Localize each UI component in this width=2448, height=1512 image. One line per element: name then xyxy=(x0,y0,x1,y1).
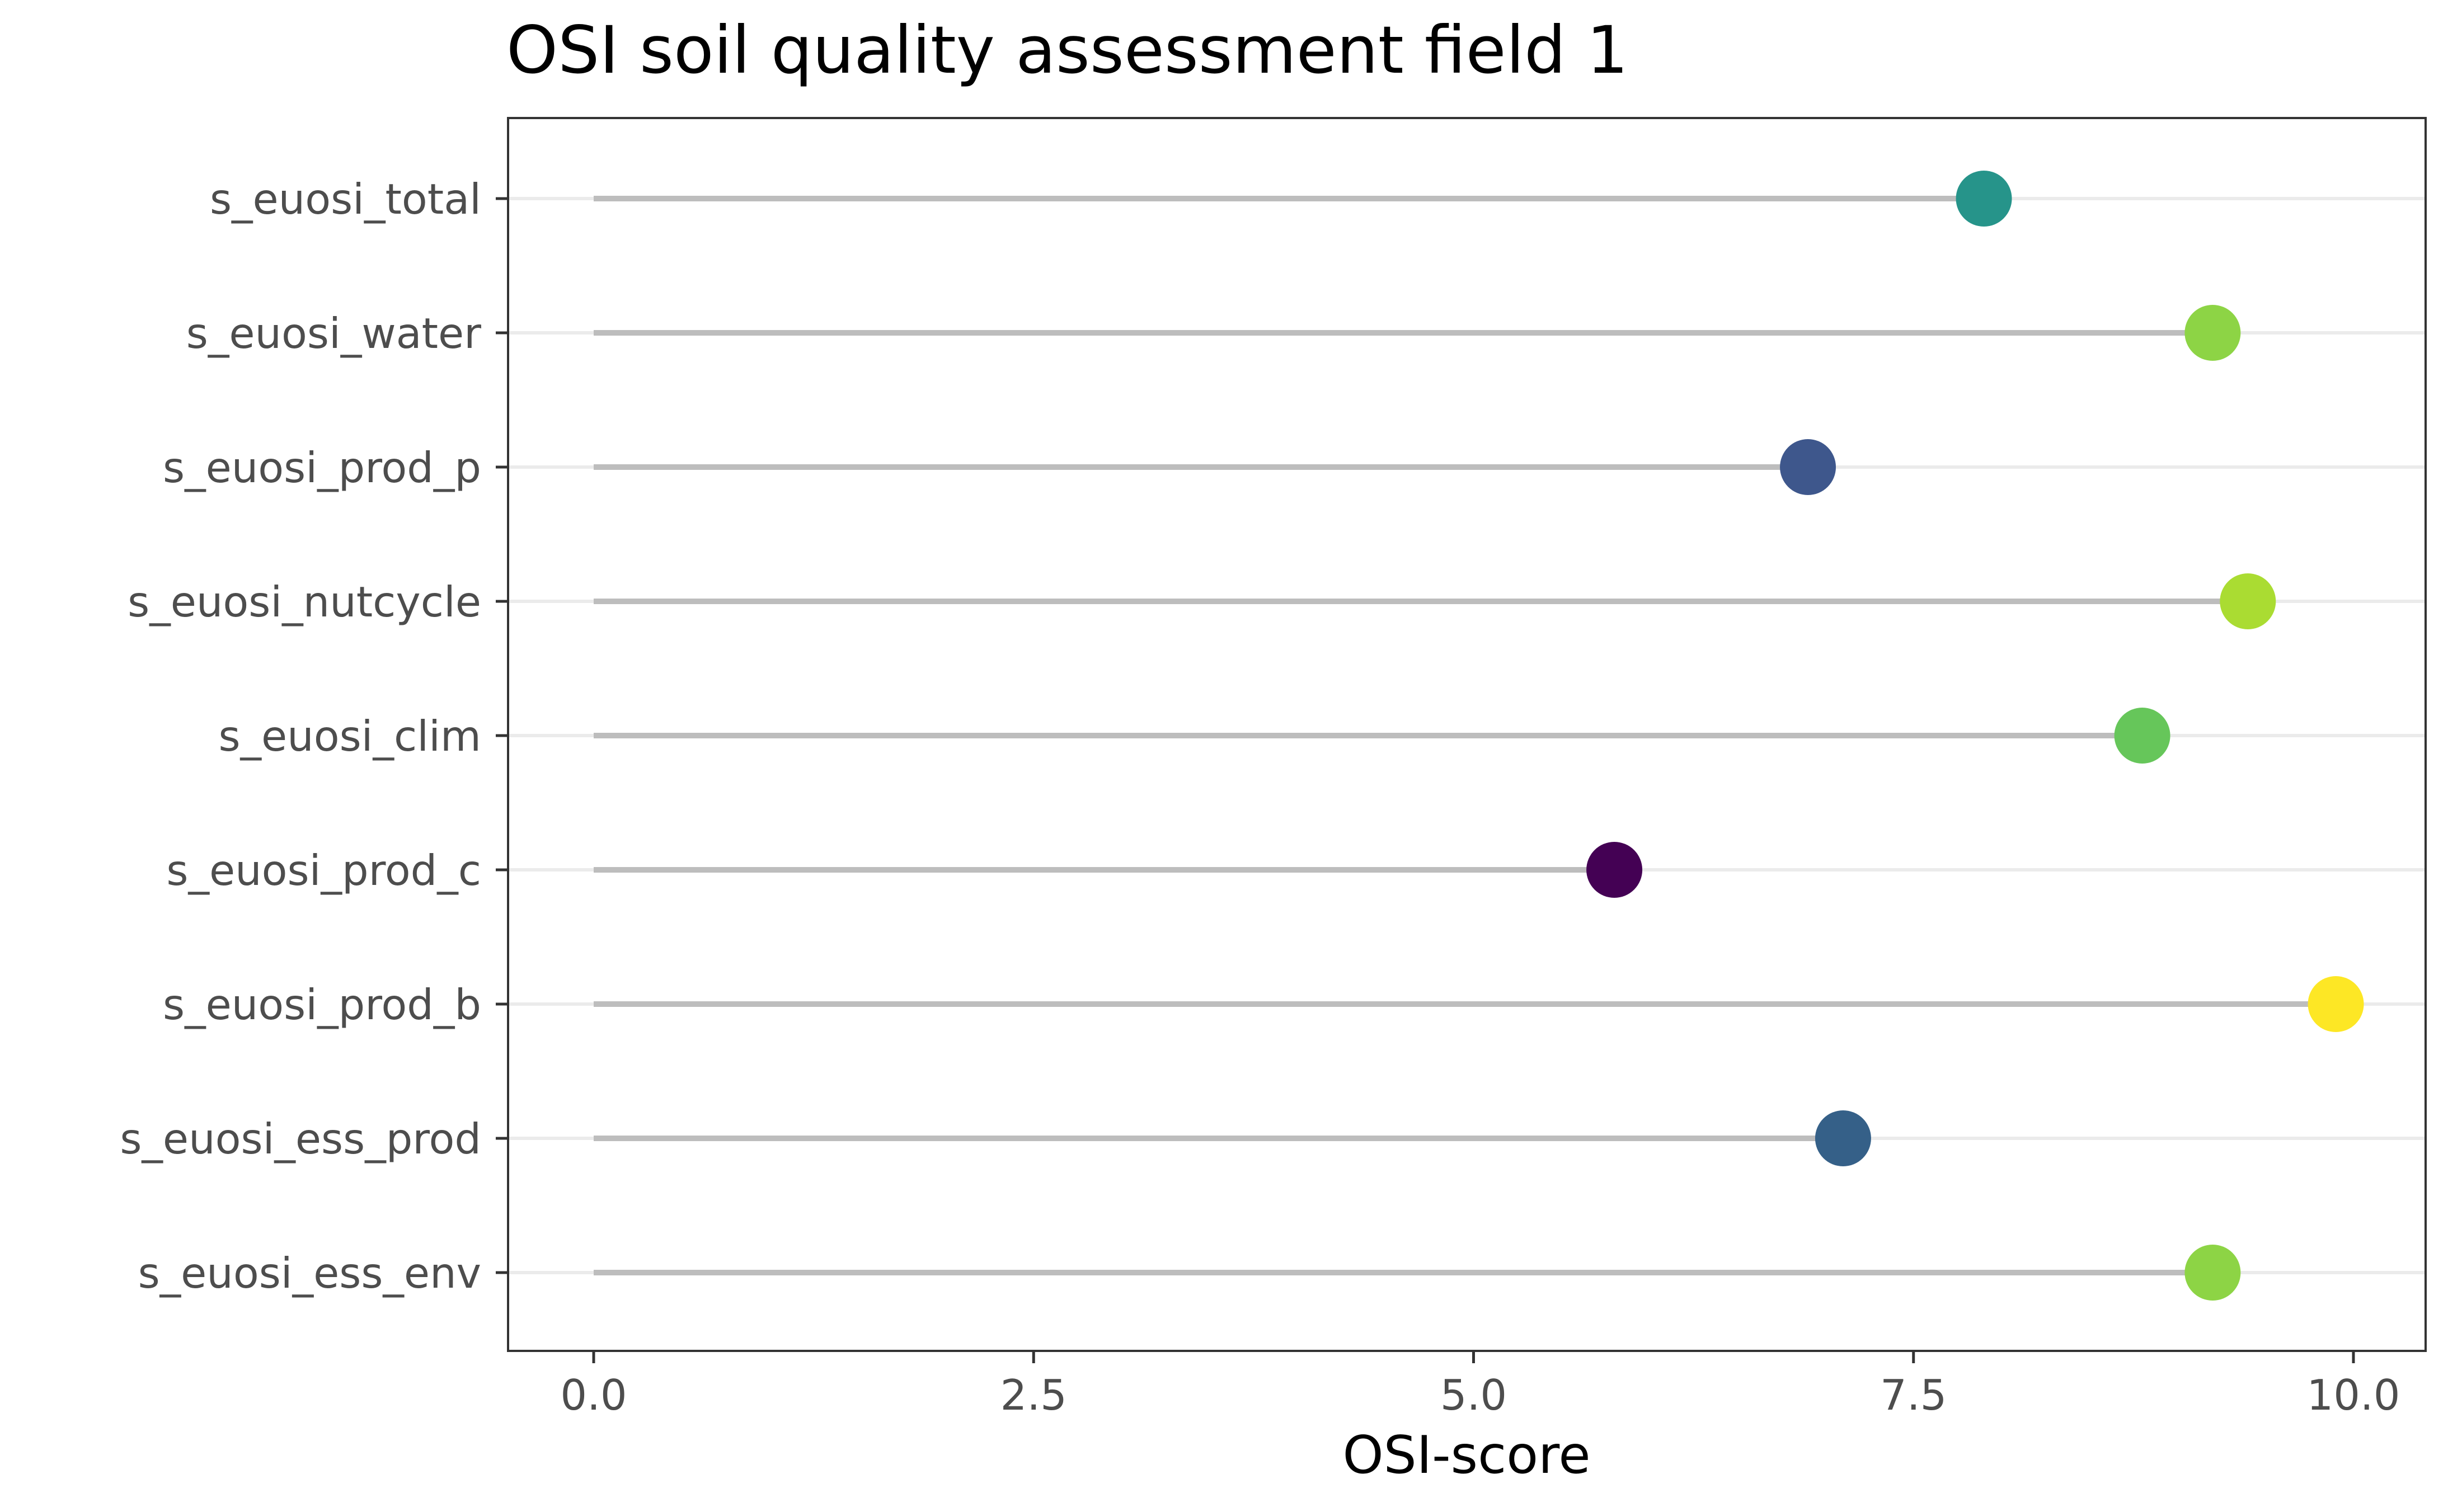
y-tick-label: s_euosi_prod_b xyxy=(163,980,481,1029)
y-axis: s_euosi_total s_euosi_water s_euosi_prod_p… xyxy=(120,175,508,1298)
x-axis-title: OSI-score xyxy=(1342,1425,1590,1485)
point-s_euosi_water xyxy=(2184,305,2241,361)
y-tick-label: s_euosi_ess_prod xyxy=(120,1114,481,1164)
point-s_euosi_total xyxy=(1956,171,2012,227)
point-s_euosi_prod_p xyxy=(1780,439,1836,495)
point-s_euosi_ess_env xyxy=(2184,1245,2241,1301)
y-tick-label: s_euosi_total xyxy=(210,175,481,224)
x-tick-label: 7.5 xyxy=(1880,1370,1947,1420)
point-s_euosi_ess_prod xyxy=(1815,1110,1871,1166)
x-tick-label: 2.5 xyxy=(1000,1370,1067,1420)
points xyxy=(1586,171,2364,1301)
x-tick-label: 5.0 xyxy=(1440,1370,1507,1420)
x-tick-label: 0.0 xyxy=(560,1370,627,1420)
point-s_euosi_prod_b xyxy=(2308,976,2364,1032)
point-s_euosi_clim xyxy=(2114,708,2170,764)
y-tick-label: s_euosi_clim xyxy=(218,712,481,761)
point-s_euosi_nutcycle xyxy=(2220,573,2276,629)
y-tick-label: s_euosi_prod_p xyxy=(163,443,481,492)
y-tick-label: s_euosi_ess_env xyxy=(138,1249,481,1298)
chart-title: OSI soil quality assessment field 1 xyxy=(506,12,1628,88)
x-tick-label: 10.0 xyxy=(2307,1370,2400,1420)
y-tick-label: s_euosi_water xyxy=(186,309,481,358)
point-s_euosi_prod_c xyxy=(1586,842,1643,898)
x-axis: 0.0 2.5 5.0 7.5 10.0 xyxy=(560,1351,2400,1420)
y-tick-label: s_euosi_prod_c xyxy=(166,846,481,895)
stems xyxy=(594,196,2336,1275)
y-tick-label: s_euosi_nutcycle xyxy=(128,577,481,627)
